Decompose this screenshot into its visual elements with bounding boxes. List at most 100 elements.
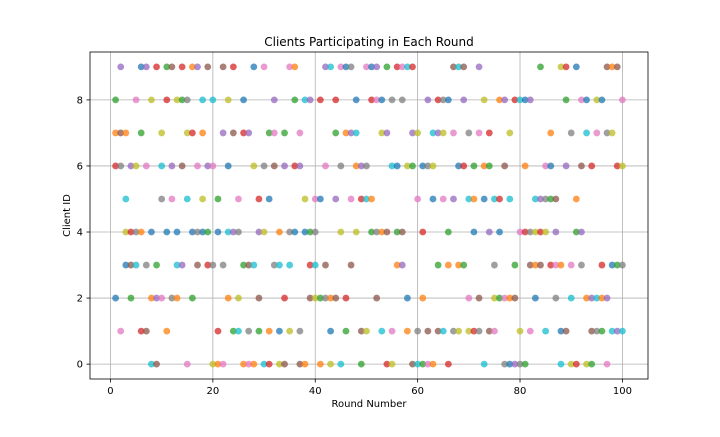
data-point [491,195,498,203]
data-point [235,195,242,203]
data-point [460,261,468,269]
data-point [337,162,345,170]
data-point [163,96,171,104]
data-point [613,162,621,170]
data-point [158,294,166,302]
data-point [501,162,509,170]
data-point [327,360,335,368]
data-point [419,162,427,170]
data-point [567,261,575,269]
data-point [117,129,125,137]
data-point [281,360,288,368]
data-point [265,129,273,137]
data-point [373,294,381,302]
data-point [562,96,570,104]
data-point [153,294,160,302]
data-point [388,360,396,368]
data-point [537,228,544,236]
data-point [260,360,268,368]
data-point [199,228,207,236]
data-point [112,96,119,104]
data-point [158,129,166,137]
data-point [265,360,273,368]
data-point [153,63,160,71]
data-point [194,63,201,71]
data-point [183,360,191,368]
data-point [537,195,544,203]
data-point [250,162,258,170]
data-point [311,195,319,203]
y-tick-label: 0 [77,360,83,371]
data-point [557,261,565,269]
data-point [398,228,406,236]
data-point [572,360,580,368]
data-point [465,195,473,203]
data-point [122,261,130,269]
data-point [122,129,130,137]
data-point [255,327,263,335]
data-point [245,261,253,269]
data-point [531,261,539,269]
data-point [337,360,345,368]
data-point [332,129,340,137]
data-point [347,129,355,137]
data-point [209,261,217,269]
data-point [403,327,411,335]
data-point [188,228,196,236]
data-point [153,261,160,269]
data-point [409,360,416,368]
data-point [583,294,590,302]
data-point [158,162,166,170]
data-point [363,162,370,170]
data-point [485,327,493,335]
data-point [439,96,447,104]
x-tick-label: 80 [514,386,527,397]
data-point [296,327,304,335]
data-point [322,294,329,302]
data-point [506,294,514,302]
data-point [557,63,565,71]
data-point [342,294,350,302]
data-point [444,360,452,368]
data-point [398,261,406,269]
data-point [378,96,386,104]
data-point [209,162,217,170]
data-point [526,96,534,104]
data-point [306,228,314,236]
data-point [352,162,360,170]
data-point [424,162,432,170]
data-point [127,162,135,170]
data-point [327,63,335,71]
data-point [347,195,355,203]
data-point [547,261,555,269]
data-point [526,327,534,335]
data-point [342,327,350,335]
data-point [429,162,437,170]
data-point [357,195,365,203]
data-point [250,360,258,368]
data-point [578,228,585,236]
data-point [593,96,601,104]
data-point [598,96,606,104]
data-point [337,63,345,71]
data-point [414,360,422,368]
data-point [306,294,314,302]
data-point [455,261,462,269]
data-point [194,261,201,269]
data-point [158,195,166,203]
data-point [475,327,483,335]
data-point [296,360,304,368]
axis-ticks: 0 20 40 60 80 100 0 2 4 6 8 [77,95,632,397]
data-point [163,327,171,335]
data-point [255,195,263,203]
data-point [245,360,253,368]
data-point [557,360,565,368]
data-point [132,96,140,104]
data-point [608,327,616,335]
data-point [291,228,299,236]
data-point [296,162,304,170]
data-point [373,228,381,236]
data-point [388,327,396,335]
data-point [194,162,201,170]
data-point [224,294,232,302]
